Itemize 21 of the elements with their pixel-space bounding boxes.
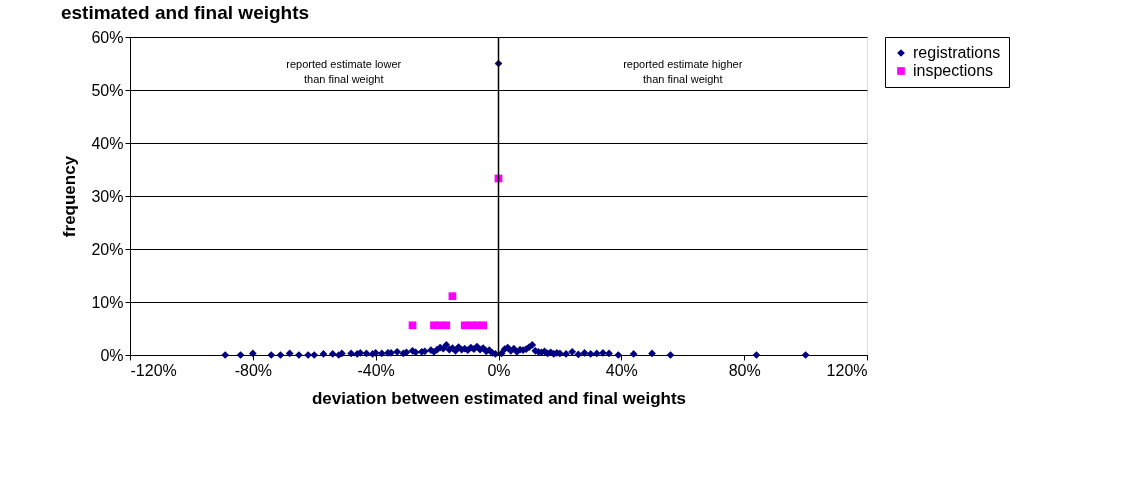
y-axis-title: frequency bbox=[60, 155, 80, 238]
y-tick-label: 10% bbox=[91, 293, 124, 311]
annotation: reported estimate lower than final weight bbox=[286, 58, 402, 86]
y-tick-label: 0% bbox=[100, 346, 124, 364]
annotation: reported estimate higher than final weight bbox=[623, 58, 743, 86]
x-tick-label: 80% bbox=[728, 361, 761, 379]
y-tick-label: 60% bbox=[91, 28, 124, 46]
x-tick-label: 0% bbox=[487, 361, 511, 379]
y-tick-label: 30% bbox=[91, 187, 124, 205]
x-tick-label: -40% bbox=[357, 361, 395, 379]
x-tick-label: -120% bbox=[130, 361, 177, 379]
y-tick-label: 20% bbox=[91, 240, 124, 258]
x-axis-title: deviation between estimated and final weights bbox=[311, 388, 687, 408]
x-tick-label: 120% bbox=[826, 361, 868, 379]
chart-title: estimated and final weights bbox=[60, 2, 310, 23]
legend-label: registrations bbox=[913, 44, 1001, 61]
x-tick-label: 40% bbox=[605, 361, 638, 379]
y-tick-label: 50% bbox=[91, 81, 124, 99]
y-tick-label: 40% bbox=[91, 134, 124, 152]
legend-label: inspections bbox=[913, 62, 994, 79]
x-tick-label: -80% bbox=[234, 361, 273, 379]
